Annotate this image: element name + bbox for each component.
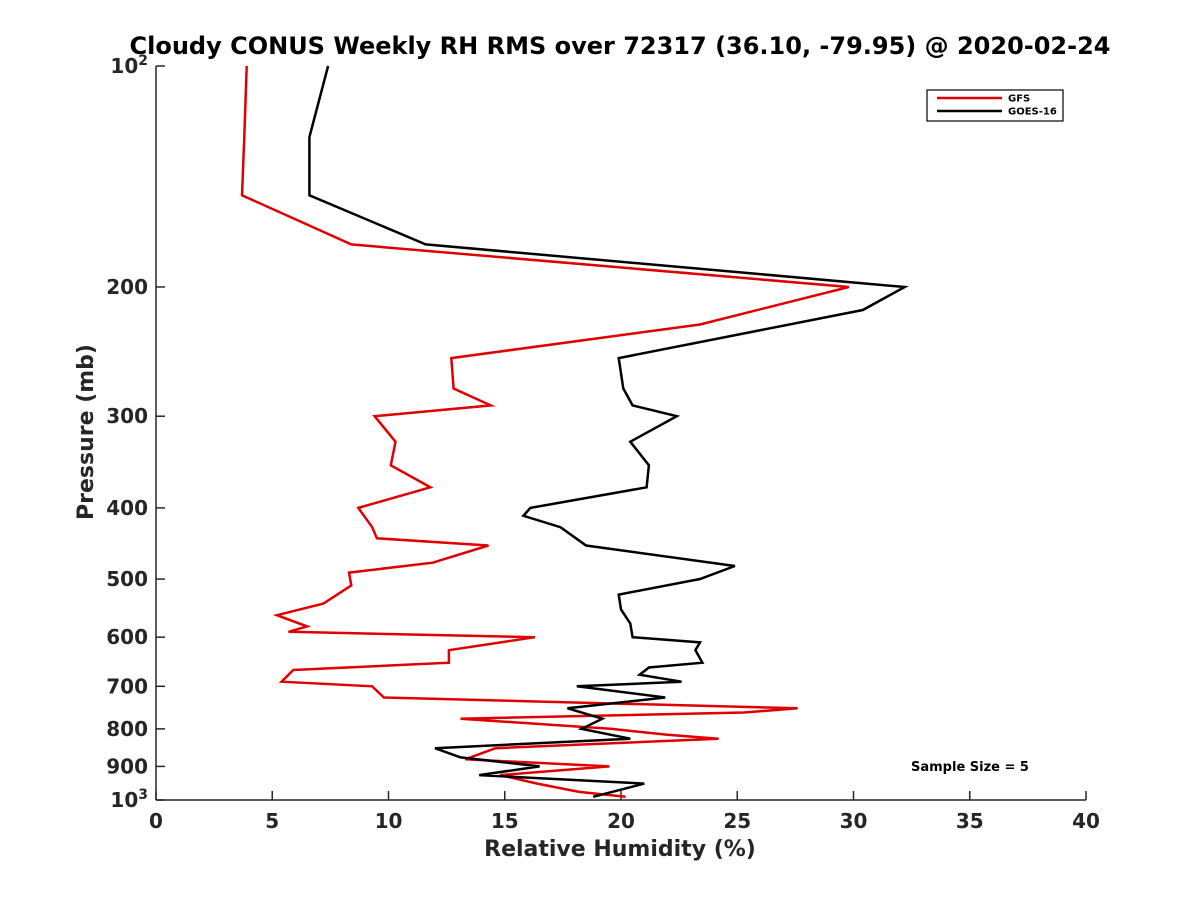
x-tick-label: 25 [723,809,751,833]
series-line-goes16 [308,65,909,799]
x-tick-label: 0 [149,809,163,833]
x-tick-label: 30 [840,809,868,833]
y-tick-label: 500 [106,567,148,591]
legend: GFS GOES-16 [926,89,1064,122]
y-tick-label: 600 [106,625,148,649]
y-axis-label: Pressure (mb) [74,344,99,520]
y-tick-label: 700 [106,674,148,698]
x-tick-label: 5 [265,809,279,833]
x-tick-label: 15 [491,809,519,833]
y-tick-label: 200 [106,275,148,299]
x-axis-label: Relative Humidity (%) [484,837,756,862]
chart-title: Cloudy CONUS Weekly RH RMS over 72317 (3… [130,32,1111,60]
x-tick-label: 35 [956,809,984,833]
axes-group: 0 5 10 15 20 25 30 35 40 102 200 300 400 500 600 700 800… [106,53,1100,833]
legend-label-gfs: GFS [1008,94,1030,105]
y-tick-label: 900 [106,754,148,778]
sample-size-annotation: Sample Size = 5 [911,760,1029,775]
y-tick-label: 103 [110,787,148,812]
x-tick-label: 40 [1072,809,1100,833]
y-tick-label: 102 [110,53,148,78]
x-tick-label: 10 [375,809,403,833]
y-tick-label: 800 [106,717,148,741]
series-line-gfs [240,65,850,799]
x-tick-label: 20 [607,809,635,833]
y-tick-label: 400 [106,496,148,520]
series-group [240,65,909,799]
legend-box [926,89,1064,122]
legend-label-goes16: GOES-16 [1008,107,1057,118]
y-tick-label: 300 [106,404,148,428]
